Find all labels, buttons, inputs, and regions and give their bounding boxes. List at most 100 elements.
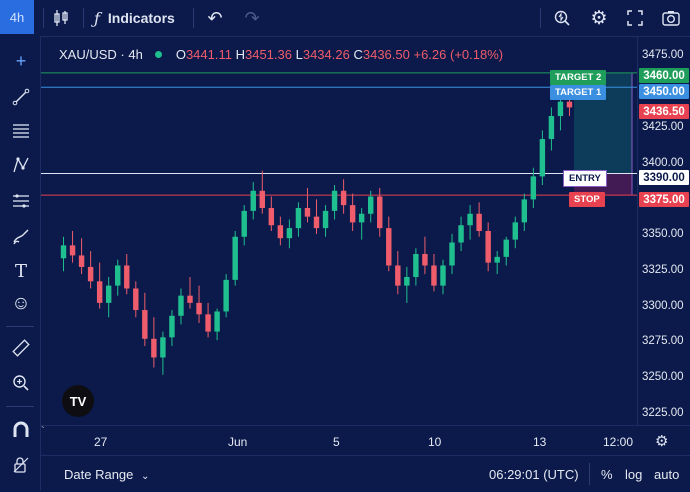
- camera-icon[interactable]: [660, 7, 682, 29]
- undo-icon[interactable]: ↶: [207, 7, 223, 28]
- candle-body: [268, 208, 275, 226]
- candle-body: [105, 285, 112, 303]
- candle-body: [322, 210, 329, 229]
- chart-legend: XAU/USD · 4h O3441.11 H3451.36 L3434.26 C…: [59, 47, 503, 62]
- price-tick: 3475.00: [642, 49, 684, 61]
- entry-tag[interactable]: ENTRY: [563, 170, 607, 187]
- candle-body: [87, 266, 94, 282]
- ruler-icon[interactable]: [10, 337, 32, 359]
- close-value: 3436.50: [362, 47, 410, 62]
- candle-body: [349, 205, 356, 223]
- text-icon[interactable]: T: [14, 260, 27, 282]
- target2-tag[interactable]: TARGET 2: [550, 70, 607, 85]
- trendline-icon[interactable]: [10, 86, 32, 108]
- candle-body: [404, 276, 410, 286]
- candle-body: [304, 208, 311, 217]
- close-label: C: [353, 47, 363, 62]
- target1-tag[interactable]: TARGET 1: [550, 85, 607, 100]
- candle-body: [115, 265, 121, 286]
- symbol-title[interactable]: XAU/USD · 4h: [59, 47, 143, 62]
- brush-icon[interactable]: [10, 226, 32, 248]
- candle-body: [313, 216, 320, 229]
- last-price-label: 3436.50: [639, 104, 689, 119]
- candle-body: [386, 228, 392, 266]
- candle-body: [286, 228, 293, 239]
- drawing-toolbar: + T ☺ ‹: [0, 36, 45, 491]
- percent-scale-toggle[interactable]: %: [601, 467, 613, 482]
- collapse-chevron-icon[interactable]: ‹: [41, 420, 45, 432]
- candle-body: [449, 242, 455, 266]
- pattern-icon[interactable]: [10, 154, 32, 176]
- candle-body: [142, 310, 148, 339]
- candle-body: [124, 265, 130, 289]
- candle-body: [232, 236, 238, 280]
- toolbar-divider: [6, 406, 34, 407]
- top-toolbar: 4h ƒ Indicators ↶ ↷ ⚙: [0, 0, 690, 37]
- candle-body: [431, 265, 437, 286]
- price-tick: 3350.00: [642, 228, 684, 240]
- auto-scale-toggle[interactable]: auto: [654, 467, 680, 482]
- candle-body: [340, 190, 347, 206]
- price-tick: 3400.00: [642, 157, 684, 169]
- candle-body: [331, 190, 338, 211]
- clock-timezone[interactable]: 06:29:01 (UTC): [489, 467, 579, 482]
- market-status-dot: [154, 51, 162, 58]
- candle-body: [557, 101, 564, 117]
- candle-body: [358, 213, 365, 223]
- candle-body: [259, 190, 265, 209]
- candle-body: [205, 314, 211, 332]
- candle-body: [458, 225, 464, 243]
- forecasting-icon[interactable]: [10, 190, 32, 212]
- candle-body: [223, 279, 229, 312]
- candle-body: [395, 265, 401, 286]
- time-axis[interactable]: 27 Jun 5 10 13 12:00 ⚙: [41, 425, 690, 456]
- candle-body: [277, 225, 284, 239]
- toolbar-divider: [193, 8, 194, 28]
- bottom-toolbar: Date Range ⌄ 06:29:01 (UTC) % log auto: [41, 455, 690, 492]
- price-tick: 3325.00: [642, 264, 684, 276]
- price-axis[interactable]: 3475.00 3425.00 3400.00 3350.00 3325.00 …: [637, 37, 690, 425]
- fullscreen-icon[interactable]: [624, 7, 646, 29]
- date-range-button[interactable]: Date Range ⌄: [64, 467, 149, 482]
- candle-body: [512, 222, 518, 240]
- candles-icon[interactable]: [50, 7, 72, 29]
- indicators-button[interactable]: ƒ Indicators: [94, 7, 184, 29]
- toolbar-divider: [6, 326, 34, 327]
- target2-price-label: 3460.00: [639, 68, 689, 83]
- candle-body: [440, 265, 446, 286]
- candle-body: [133, 288, 139, 311]
- alert-icon[interactable]: [551, 7, 573, 29]
- candle-body: [214, 311, 220, 332]
- time-tick: 5: [333, 435, 340, 449]
- chart-pane[interactable]: XAU/USD · 4h O3441.11 H3451.36 L3434.26 C…: [41, 37, 637, 425]
- candle-body: [485, 231, 491, 263]
- candle-body: [368, 196, 374, 214]
- zoom-in-icon[interactable]: [10, 372, 32, 394]
- target1-price-label: 3450.00: [639, 84, 689, 99]
- candle-body: [241, 210, 247, 237]
- tradingview-logo[interactable]: TV: [62, 385, 94, 417]
- redo-icon[interactable]: ↷: [244, 7, 260, 28]
- axis-settings-icon[interactable]: ⚙: [655, 433, 669, 450]
- magnet-icon[interactable]: [10, 419, 32, 441]
- log-scale-toggle[interactable]: log: [625, 467, 643, 482]
- toolbar-divider: [540, 8, 541, 28]
- toolbar-divider: [83, 8, 84, 28]
- emoji-icon[interactable]: ☺: [11, 293, 31, 314]
- date-range-label: Date Range: [64, 467, 134, 482]
- settings-icon[interactable]: ⚙: [590, 7, 608, 29]
- entry-price-label: 3390.00: [639, 170, 689, 185]
- price-tick: 3300.00: [642, 300, 684, 312]
- stop-tag[interactable]: STOP: [569, 192, 605, 207]
- low-label: L: [295, 47, 303, 62]
- crosshair-icon[interactable]: +: [15, 50, 27, 71]
- fib-retracement-icon[interactable]: [10, 120, 32, 142]
- time-tick: 12:00: [603, 435, 634, 449]
- lock-drawings-icon[interactable]: [10, 454, 32, 476]
- candle-body: [196, 302, 202, 315]
- timeframe-button[interactable]: 4h: [0, 0, 34, 34]
- price-tick: 3425.00: [642, 121, 684, 133]
- price-tick: 3225.00: [642, 407, 684, 419]
- open-label: O: [175, 47, 186, 62]
- candle-body: [476, 213, 482, 231]
